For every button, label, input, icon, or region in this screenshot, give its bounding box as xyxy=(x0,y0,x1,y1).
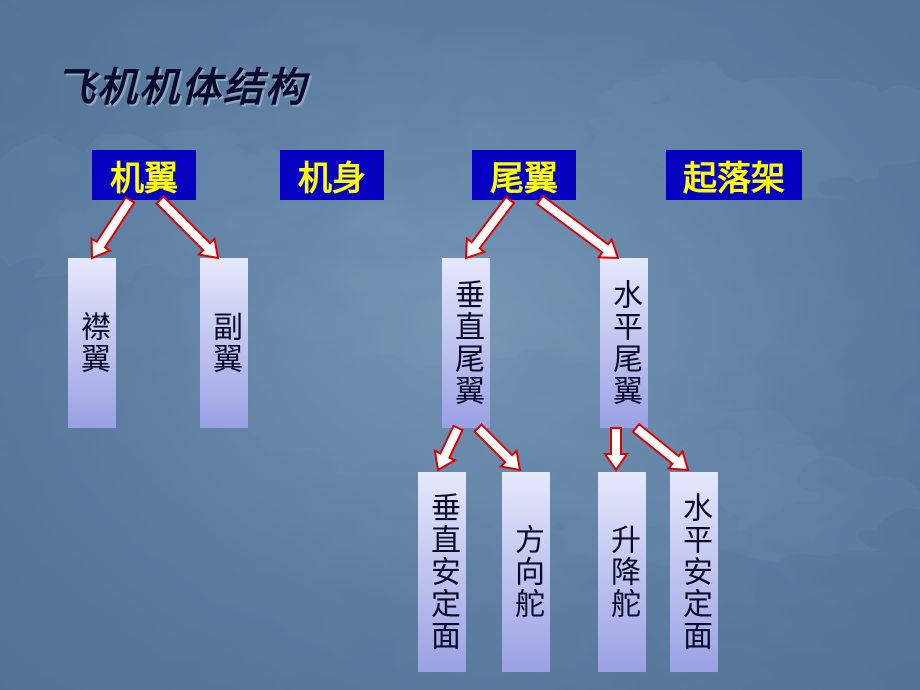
diagram-stage: 飞机机体结构 机翼 机身 尾翼 起落架 襟翼副翼 垂直尾翼 水平尾翼垂直安定面方向舵升降舵… xyxy=(0,0,920,690)
parent-node-tail: 尾翼 xyxy=(472,150,576,200)
child-node-vstab: 垂直安定面 xyxy=(418,472,466,672)
child-node-hstab: 水平安定面 xyxy=(670,472,718,672)
child-node-elevator: 升降舵 xyxy=(598,472,646,672)
child-node-htail: 水平尾翼 xyxy=(600,258,648,428)
parent-node-fuselage: 机身 xyxy=(280,150,384,200)
child-node-aileron: 副翼 xyxy=(200,258,248,428)
arrow-2 xyxy=(466,197,514,258)
arrow-7 xyxy=(633,424,688,470)
arrow-6 xyxy=(605,428,627,470)
arrow-1 xyxy=(157,197,219,259)
parent-node-gear: 起落架 xyxy=(666,150,802,200)
page-title: 飞机机体结构 xyxy=(55,55,307,113)
arrow-0 xyxy=(92,197,135,258)
child-node-flap: 襟翼 xyxy=(68,258,116,428)
child-node-rudder: 方向舵 xyxy=(502,472,550,672)
parent-node-wing: 机翼 xyxy=(92,150,196,200)
arrow-4 xyxy=(435,426,463,470)
arrow-5 xyxy=(475,425,521,471)
arrow-3 xyxy=(537,196,618,258)
child-node-vtail: 垂直尾翼 xyxy=(442,258,490,428)
